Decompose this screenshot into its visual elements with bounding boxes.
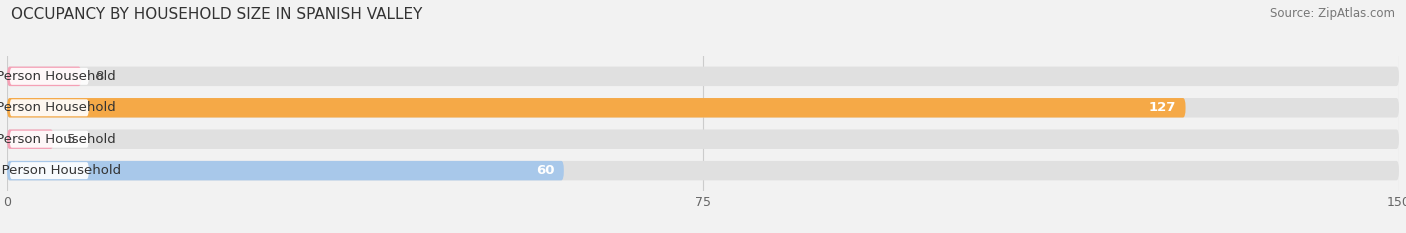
FancyBboxPatch shape [7, 67, 82, 86]
FancyBboxPatch shape [7, 161, 564, 180]
FancyBboxPatch shape [7, 130, 1399, 149]
FancyBboxPatch shape [10, 162, 89, 179]
FancyBboxPatch shape [7, 98, 1185, 117]
Text: 8: 8 [96, 70, 104, 83]
Text: 5: 5 [67, 133, 76, 146]
FancyBboxPatch shape [10, 99, 89, 116]
FancyBboxPatch shape [10, 68, 89, 85]
Text: 127: 127 [1149, 101, 1177, 114]
Text: OCCUPANCY BY HOUSEHOLD SIZE IN SPANISH VALLEY: OCCUPANCY BY HOUSEHOLD SIZE IN SPANISH V… [11, 7, 423, 22]
Text: 4+ Person Household: 4+ Person Household [0, 164, 121, 177]
Text: 60: 60 [536, 164, 554, 177]
FancyBboxPatch shape [10, 131, 89, 148]
Text: Source: ZipAtlas.com: Source: ZipAtlas.com [1270, 7, 1395, 20]
Text: 1-Person Household: 1-Person Household [0, 70, 115, 83]
Text: 2-Person Household: 2-Person Household [0, 101, 115, 114]
Text: 3-Person Household: 3-Person Household [0, 133, 115, 146]
FancyBboxPatch shape [7, 98, 1399, 117]
FancyBboxPatch shape [7, 130, 53, 149]
FancyBboxPatch shape [7, 67, 1399, 86]
FancyBboxPatch shape [7, 161, 1399, 180]
